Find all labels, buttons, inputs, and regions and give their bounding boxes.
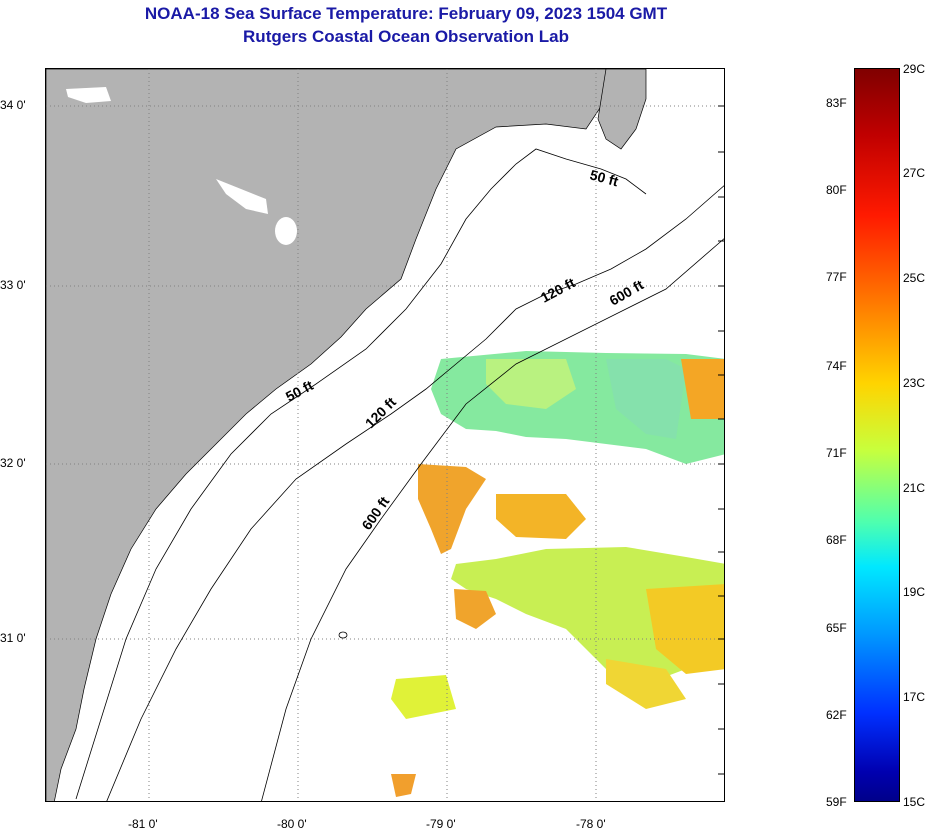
sst-patch — [454, 589, 496, 629]
contour-label: 50 ft — [283, 377, 316, 405]
sst-patch — [391, 675, 456, 719]
contour-label: 120 ft — [538, 274, 578, 305]
contour-label: 600 ft — [358, 493, 392, 532]
sst-patch — [496, 494, 586, 539]
contour-label: 50 ft — [588, 166, 620, 189]
land-mass-ne — [597, 69, 647, 150]
colorbar-c-label: 29C — [903, 62, 926, 76]
contour-label: 600 ft — [607, 276, 647, 308]
map-title: NOAA-18 Sea Surface Temperature: Februar… — [144, 4, 668, 23]
colorbar-c-label: 19C — [903, 585, 926, 599]
colorbar-f-label: 74F — [826, 359, 847, 373]
lat-label-31: 31 0' — [0, 631, 26, 645]
map-canvas: 50 ft 50 ft 120 ft 120 ft 600 ft 600 ft — [46, 69, 724, 801]
lake — [275, 217, 297, 245]
colorbar-f-label: 71F — [826, 446, 847, 460]
temperature-colorbar — [854, 68, 900, 802]
colorbar-f-label: 83F — [826, 96, 847, 110]
lon-label-80: -80 0' — [277, 817, 307, 831]
lake — [66, 87, 111, 103]
colorbar-f-label: 62F — [826, 708, 847, 722]
sst-patch — [391, 774, 416, 797]
lon-label-79: -79 0' — [426, 817, 456, 831]
sst-map: 50 ft 50 ft 120 ft 120 ft 600 ft 600 ft — [45, 68, 725, 802]
colorbar-c-label: 25C — [903, 271, 926, 285]
colorbar-c-label: 21C — [903, 481, 926, 495]
lat-label-33: 33 0' — [0, 278, 26, 292]
lat-label-32: 32 0' — [0, 456, 26, 470]
contour-50ft — [75, 148, 647, 800]
sst-data — [391, 351, 724, 797]
lake — [216, 179, 268, 214]
contour-label-group: 50 ft 50 ft 120 ft 120 ft 600 ft 600 ft — [283, 166, 647, 532]
depth-contours — [75, 148, 724, 801]
colorbar-f-label: 80F — [826, 183, 847, 197]
sst-patch — [486, 359, 576, 409]
sst-patch — [646, 584, 724, 674]
colorbar-f-label: 77F — [826, 270, 847, 284]
map-subtitle: Rutgers Coastal Ocean Observation Lab — [243, 27, 569, 46]
graticule — [46, 69, 724, 801]
colorbar-c-label: 17C — [903, 690, 926, 704]
colorbar-c-label: 15C — [903, 795, 926, 809]
lon-label-78: -78 0' — [576, 817, 606, 831]
contour-120ft — [106, 185, 724, 801]
right-ticks — [718, 105, 724, 775]
sst-patch — [451, 547, 724, 684]
lon-label-81: -81 0' — [128, 817, 158, 831]
sst-patch — [606, 359, 686, 439]
colorbar-f-label: 65F — [826, 621, 847, 635]
colorbar-c-label: 23C — [903, 376, 926, 390]
colorbar-f-label: 59F — [826, 795, 847, 809]
colorbar-f-label: 68F — [826, 533, 847, 547]
colorbar-c-label: 27C — [903, 166, 926, 180]
sst-patch — [606, 659, 686, 709]
lat-label-34: 34 0' — [0, 98, 26, 112]
sst-patch — [418, 464, 486, 554]
sst-patch — [681, 359, 724, 419]
contour-600ft — [261, 238, 724, 801]
land-mass — [46, 69, 607, 801]
